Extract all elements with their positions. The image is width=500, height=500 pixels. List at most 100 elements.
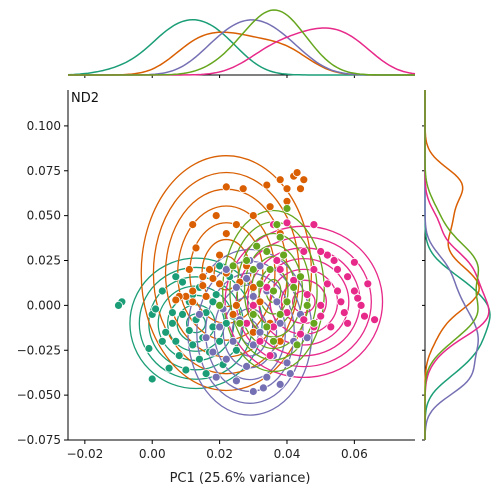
scatter-point: [215, 250, 225, 260]
scatter-point: [302, 290, 312, 300]
scatter-point: [255, 297, 265, 307]
scatter-point: [231, 220, 241, 230]
scatter-point: [184, 265, 194, 274]
scatter-point: [292, 168, 302, 178]
scatter-points: [114, 168, 380, 396]
kde-contour-line: [129, 257, 263, 390]
y-tick-label: −0.050: [17, 388, 61, 402]
scatter-point: [184, 326, 194, 335]
scatter-point: [282, 358, 292, 368]
y-tick-label: 0.025: [27, 254, 61, 268]
scatter-point: [258, 383, 268, 393]
scatter-point: [205, 265, 214, 274]
scatter-point: [201, 369, 211, 379]
y-tick-label: −0.075: [17, 433, 61, 447]
scatter-point: [221, 229, 231, 239]
scatter-point: [178, 277, 187, 287]
scatter-point: [211, 372, 221, 382]
scatter-point: [302, 333, 312, 343]
scatter-point: [289, 282, 299, 292]
scatter-point: [215, 300, 225, 310]
scatter-point: [167, 308, 177, 318]
scatter-point: [370, 315, 380, 325]
scatter-point: [191, 243, 201, 253]
scatter-point: [231, 345, 241, 355]
top-kde-curve: [67, 18, 415, 76]
scatter-point: [248, 300, 258, 310]
scatter-point: [144, 344, 154, 353]
scatter-point: [228, 261, 238, 271]
top-kde-curve: [68, 9, 415, 76]
scatter-point: [282, 297, 292, 307]
scatter-point: [275, 379, 285, 389]
x-tick-label: −0.02: [66, 447, 103, 461]
scatter-point: [262, 247, 272, 256]
scatter-point: [269, 336, 278, 346]
scatter-point: [178, 309, 187, 319]
main-scatter-plot: [114, 155, 384, 416]
scatter-point: [188, 297, 198, 307]
scatter-point: [299, 175, 309, 185]
scatter-point: [114, 300, 123, 310]
scatter-point: [296, 184, 305, 194]
scatter-point: [316, 247, 326, 256]
scatter-point: [279, 250, 289, 260]
y-tick-label: 0.000: [27, 298, 61, 312]
scatter-point: [255, 279, 265, 289]
right-marginal-kde: [422, 90, 491, 441]
scatter-point: [231, 300, 241, 310]
scatter-point: [221, 182, 231, 192]
scatter-point: [255, 336, 265, 346]
scatter-point: [265, 265, 275, 274]
y-tick-label: −0.025: [17, 343, 61, 357]
scatter-point: [299, 247, 309, 256]
scatter-point: [302, 300, 312, 310]
right-kde-curve: [424, 90, 491, 440]
scatter-point: [198, 281, 208, 291]
scatter-point: [194, 309, 204, 319]
scatter-point: [296, 329, 305, 339]
scatter-point: [285, 369, 295, 379]
scatter-point: [333, 286, 342, 296]
scatter-point: [242, 274, 252, 283]
x-tick-label: 0.06: [341, 447, 368, 461]
scatter-point: [255, 327, 265, 337]
scatter-point: [356, 300, 366, 310]
scatter-point: [316, 300, 326, 310]
right-kde-curve: [424, 90, 490, 440]
scatter-point: [262, 372, 272, 382]
scatter-point: [326, 322, 336, 332]
axes: −0.02 0.00 0.02 0.04 0.06 −0.075 −0.050 −0.025 0…: [17, 90, 415, 461]
scatter-point: [215, 322, 225, 332]
scatter-point: [248, 387, 258, 396]
scatter-point: [272, 220, 282, 230]
scatter-point: [252, 241, 262, 251]
scatter-point: [333, 265, 342, 274]
top-kde-curve: [68, 19, 415, 76]
scatter-point: [322, 250, 332, 260]
scatter-point: [272, 297, 282, 307]
scatter-point: [275, 175, 285, 185]
x-tick-label: 0.00: [139, 447, 166, 461]
scatter-point: [238, 184, 248, 194]
kde-contour-line: [222, 209, 325, 373]
y-tick-label: 0.050: [27, 209, 61, 223]
scatter-point: [174, 351, 184, 361]
scatter-point: [211, 290, 221, 300]
scatter-point: [360, 311, 369, 321]
x-axis-title: PC1 (25.6% variance): [170, 471, 311, 486]
scatter-point: [228, 309, 238, 319]
scatter-point: [343, 318, 353, 328]
scatter-point: [329, 256, 339, 265]
scatter-point: [349, 257, 359, 267]
scatter-point: [215, 279, 225, 289]
right-kde-curve: [424, 90, 480, 440]
scatter-point: [282, 184, 292, 194]
scatter-point: [235, 318, 245, 328]
scatter-point: [316, 311, 326, 321]
scatter-point: [151, 304, 161, 314]
scatter-point: [275, 309, 285, 319]
scatter-point: [231, 282, 241, 292]
scatter-point: [248, 291, 258, 301]
